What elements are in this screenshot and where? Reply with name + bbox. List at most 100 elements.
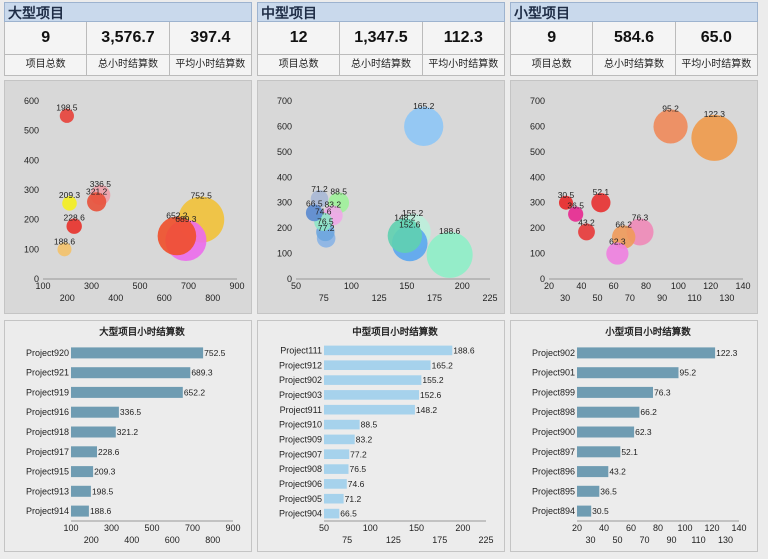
x-tick-label: 500 (144, 523, 159, 533)
bar-value-label: 228.6 (98, 447, 120, 457)
x-tick-label: 110 (691, 535, 705, 545)
bar (324, 479, 347, 489)
bar-value-label: 188.6 (90, 506, 112, 516)
x-tick-label: 120 (703, 281, 718, 291)
bar (577, 485, 600, 497)
y-tick-label: 500 (277, 147, 292, 157)
y-tick-label: 0 (540, 274, 545, 284)
bubble-label: 30.5 (558, 190, 575, 200)
bar-chart-title: 中型项目小时结算数 (352, 326, 438, 338)
bar-chart-large: 大型项目小时结算数 Project920 752.5 Project921 689.3 P… (4, 320, 252, 552)
bubble-label: 77.2 (318, 223, 335, 233)
y-tick-label: 600 (530, 121, 545, 131)
bubble-label: 76.5 (317, 217, 334, 227)
bar-value-label: 66.5 (340, 509, 357, 519)
bar-value-label: 71.2 (345, 494, 362, 504)
bar-value-label: 152.6 (420, 390, 442, 400)
x-tick-label: 90 (666, 535, 676, 545)
bar-category-label: Project909 (279, 434, 322, 444)
y-tick-label: 400 (277, 172, 292, 182)
bar-value-label: 43.2 (609, 467, 626, 477)
x-tick-label: 225 (478, 535, 493, 545)
bar-category-label: Project918 (26, 427, 69, 437)
bar-category-label: Project906 (279, 479, 322, 489)
bar (577, 505, 592, 517)
bubble-label: 122.3 (704, 109, 726, 119)
bar-value-label: 66.2 (640, 407, 657, 417)
bubble (606, 242, 629, 265)
y-tick-label: 300 (530, 198, 545, 208)
bar-category-label: Project915 (26, 467, 69, 477)
bar-value-label: 155.2 (422, 375, 444, 385)
bubble (426, 231, 473, 278)
bar-value-label: 209.3 (94, 467, 116, 477)
bar-value-label: 30.5 (592, 506, 609, 516)
bar-value-label: 752.5 (204, 348, 226, 358)
kpi-value: 12 (258, 22, 340, 55)
bubble-label: 228.6 (64, 213, 86, 223)
x-tick-label: 200 (455, 281, 470, 291)
bubble-label: 188.6 (439, 226, 461, 236)
x-tick-label: 200 (455, 523, 470, 533)
bar-value-label: 74.6 (348, 479, 365, 489)
bar (577, 347, 716, 359)
y-tick-label: 100 (24, 244, 39, 254)
bar-category-label: Project895 (532, 486, 575, 496)
kpi-project-count: 9 项目总数 (5, 22, 88, 75)
bar (577, 406, 640, 418)
x-tick-label: 40 (576, 281, 586, 291)
bar-value-label: 689.3 (191, 368, 213, 378)
kpi-label: 项目总数 (25, 59, 66, 70)
bar (577, 466, 609, 478)
x-tick-label: 150 (409, 523, 424, 533)
kpi-value: 397.4 (169, 22, 251, 55)
bar-category-label: Project905 (279, 494, 322, 504)
x-tick-label: 500 (132, 281, 147, 291)
x-tick-label: 50 (319, 523, 329, 533)
bar (324, 404, 415, 415)
bar (71, 505, 89, 517)
x-tick-label: 75 (319, 293, 329, 303)
bar-category-label: Project901 (532, 368, 575, 378)
bar-category-label: Project910 (279, 420, 322, 430)
section-medium: 中型项目 12 项目总数 1,347.5 总小时结算数 112.3 平均小时结算… (257, 2, 505, 76)
bubble-chart-medium: 0 100 200 300 400 500 600 700 50 100 150 200 75 125 17… (257, 80, 505, 314)
bar (577, 426, 635, 438)
kpi-label: 总小时结算数 (97, 59, 158, 70)
bubble (87, 192, 107, 212)
bubble-label: 336.5 (90, 179, 112, 189)
bar-category-label: Project899 (532, 387, 575, 397)
kpi-total-hours: 1,347.5 总小时结算数 (340, 22, 423, 75)
bubble-chart-svg: 0 100 200 300 400 500 600 700 20 40 60 80 100 120 140 3… (530, 96, 751, 303)
kpi-avg-hours: 112.3 平均小时结算数 (422, 22, 504, 75)
bar-category-label: Project903 (279, 390, 322, 400)
y-tick-label: 600 (277, 121, 292, 131)
y-tick-label: 200 (530, 223, 545, 233)
kpi-avg-hours: 65.0 平均小时结算数 (675, 22, 757, 75)
bar-category-label: Project917 (26, 447, 69, 457)
bubble (62, 196, 77, 211)
x-tick-label: 60 (626, 523, 636, 533)
x-tick-label: 100 (63, 523, 78, 533)
y-tick-label: 300 (277, 198, 292, 208)
bubble (57, 242, 72, 257)
bar-category-label: Project904 (279, 509, 322, 519)
bar-value-label: 52.1 (621, 447, 638, 457)
bubble-label: 76.3 (632, 212, 649, 222)
x-tick-label: 225 (482, 293, 497, 303)
bar-chart-svg: 小型项目小时结算数 Project902 122.3 Project901 95.2 Pr… (532, 326, 747, 545)
bubble-label: 188.6 (54, 236, 76, 246)
y-tick-label: 600 (24, 96, 39, 106)
bar-value-label: 188.6 (453, 345, 475, 355)
x-tick-label: 50 (291, 281, 301, 291)
x-tick-label: 200 (84, 535, 99, 545)
section-small: 小型项目 9 项目总数 584.6 总小时结算数 65.0 平均小时结算数 (510, 2, 758, 76)
bar-chart-medium: 中型项目小时结算数 Project111 188.6 Project912 165.2 P… (257, 320, 505, 552)
y-tick-label: 100 (530, 249, 545, 259)
x-tick-label: 130 (719, 293, 734, 303)
bar-value-label: 652.2 (184, 387, 206, 397)
bar (577, 446, 621, 458)
x-tick-label: 70 (625, 293, 635, 303)
kpi-label: 项目总数 (531, 59, 572, 70)
kpi-value: 584.6 (593, 22, 675, 55)
